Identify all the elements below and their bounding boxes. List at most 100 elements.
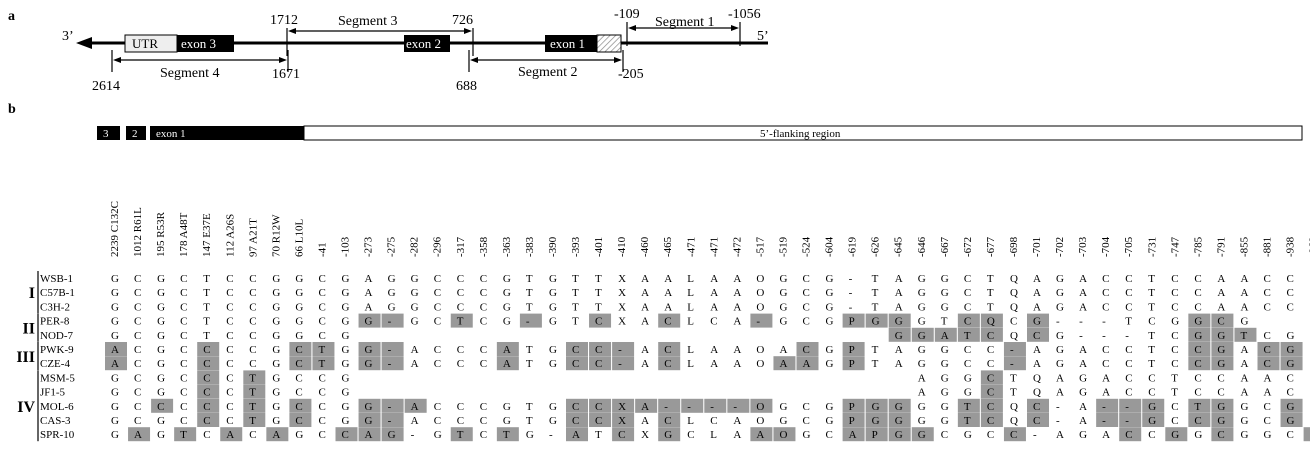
column-label: 147 E37E: [201, 213, 213, 257]
header-exon3: [97, 126, 120, 140]
alignment-cell: C: [1287, 372, 1294, 384]
shaded-cell: [589, 398, 612, 413]
alignment-cell: C: [180, 387, 187, 399]
alignment-cell: G: [1217, 344, 1225, 356]
shaded-cell: [358, 398, 381, 413]
alignment-cell: P: [872, 429, 878, 441]
shaded-cell: [865, 427, 888, 442]
alignment-cell: G: [111, 429, 119, 441]
alignment-cell: A: [710, 358, 718, 370]
alignment-cell: A: [918, 372, 926, 384]
alignment-cell: T: [1194, 401, 1201, 413]
alignment-cell: T: [987, 287, 994, 299]
column-label: -619: [847, 236, 859, 257]
strain-label: SPR-10: [40, 429, 75, 441]
alignment-cell: G: [526, 429, 534, 441]
alignment-cell: -: [664, 401, 668, 413]
alignment-cell: L: [710, 429, 717, 441]
alignment-cell: G: [1217, 330, 1225, 342]
alignment-cell: C: [203, 344, 210, 356]
alignment-cell: C: [457, 344, 464, 356]
alignment-cell: G: [1240, 316, 1248, 328]
alignment-cell: G: [826, 273, 834, 285]
alignment-cell: A: [1056, 429, 1064, 441]
alignment-cell: T: [1148, 301, 1155, 313]
alignment-cell: T: [526, 301, 533, 313]
alignment-cell: G: [1240, 415, 1248, 427]
alignment-cell: T: [872, 273, 879, 285]
alignment-cell: G: [1079, 429, 1087, 441]
alignment-cell: -: [1056, 316, 1060, 328]
alignment-cell: T: [987, 301, 994, 313]
row-labels: WSB-1 C57B-1 C3H-2 PER-8 NOD-7 PWK-9 CZE-4 MSM-…: [40, 273, 75, 441]
shaded-cell: [658, 398, 681, 413]
alignment-cell: C: [480, 401, 487, 413]
shaded-cell: [450, 313, 473, 328]
alignment-cell: G: [1033, 316, 1041, 328]
alignment-cell: T: [941, 316, 948, 328]
alignment-cell: G: [918, 330, 926, 342]
shaded-cell: [1257, 356, 1280, 371]
alignment-cell: G: [157, 344, 165, 356]
alignment-cell: G: [503, 273, 511, 285]
shaded-cell: [589, 356, 612, 371]
alignment-cell: C: [572, 401, 579, 413]
alignment-cell: G: [411, 316, 419, 328]
alignment-cell: P: [849, 415, 855, 427]
alignment-cell: P: [849, 401, 855, 413]
alignment-cell: C: [134, 344, 141, 356]
alignment-cell: C: [342, 429, 349, 441]
alignment-cell: C: [180, 358, 187, 370]
alignment-cell: A: [641, 316, 649, 328]
alignment-cell: A: [1056, 387, 1064, 399]
alignment-cell: A: [733, 301, 741, 313]
column-labels: 2239 C132C 1012 R61L 195 R53R 178 A48T 147 E…: [109, 201, 1310, 257]
alignment-cell: G: [157, 330, 165, 342]
alignment-cell: C: [803, 415, 810, 427]
alignment-cell: G: [272, 344, 280, 356]
alignment-cell: G: [111, 415, 119, 427]
alignment-cell: C: [1102, 287, 1109, 299]
alignment-cell: -: [1102, 316, 1106, 328]
alignment-cell: C: [595, 401, 602, 413]
alignment-cell: A: [895, 273, 903, 285]
shaded-cell: [128, 427, 151, 442]
alignment-cell: A: [1264, 387, 1272, 399]
seg2-name: Segment 2: [518, 65, 578, 80]
alignment-cell: G: [272, 273, 280, 285]
alignment-cell: A: [1033, 273, 1041, 285]
shaded-cell: [381, 413, 404, 427]
alignment-cell: A: [895, 301, 903, 313]
alignment-cell: L: [687, 287, 694, 299]
alignment-cell: C: [226, 372, 233, 384]
alignment-cell: A: [641, 344, 649, 356]
alignment-cell: C: [1264, 301, 1271, 313]
alignment-cell: -: [1125, 415, 1129, 427]
alignment-cell: C: [987, 429, 994, 441]
alignment-cell: X: [618, 316, 626, 328]
shaded-cell: [773, 356, 796, 371]
alignment-cell: T: [526, 344, 533, 356]
shaded-cell: [566, 413, 588, 427]
alignment-cell: A: [365, 429, 373, 441]
seg2-start: 688: [456, 79, 477, 94]
alignment-cell: -: [1102, 330, 1106, 342]
alignment-cell: O: [779, 429, 787, 441]
column-label: -704: [1100, 236, 1112, 257]
alignment-cell: G: [941, 344, 949, 356]
alignment-cell: C: [480, 344, 487, 356]
alignment-cell: G: [111, 372, 119, 384]
alignment-cell: -: [1079, 330, 1083, 342]
alignment-cell: T: [964, 415, 971, 427]
alignment-cell: C: [480, 316, 487, 328]
alignment-cell: C: [480, 429, 487, 441]
alignment-cell: A: [1217, 273, 1225, 285]
group-label: II: [23, 321, 35, 338]
alignment-cell: Q: [1033, 387, 1041, 399]
alignment-cell: C: [134, 273, 141, 285]
shaded-cell: [589, 413, 612, 427]
alignment-cell: C: [249, 344, 256, 356]
alignment-cell: C: [434, 344, 441, 356]
alignment-cell: G: [895, 429, 903, 441]
column-label: -731: [1146, 237, 1158, 257]
